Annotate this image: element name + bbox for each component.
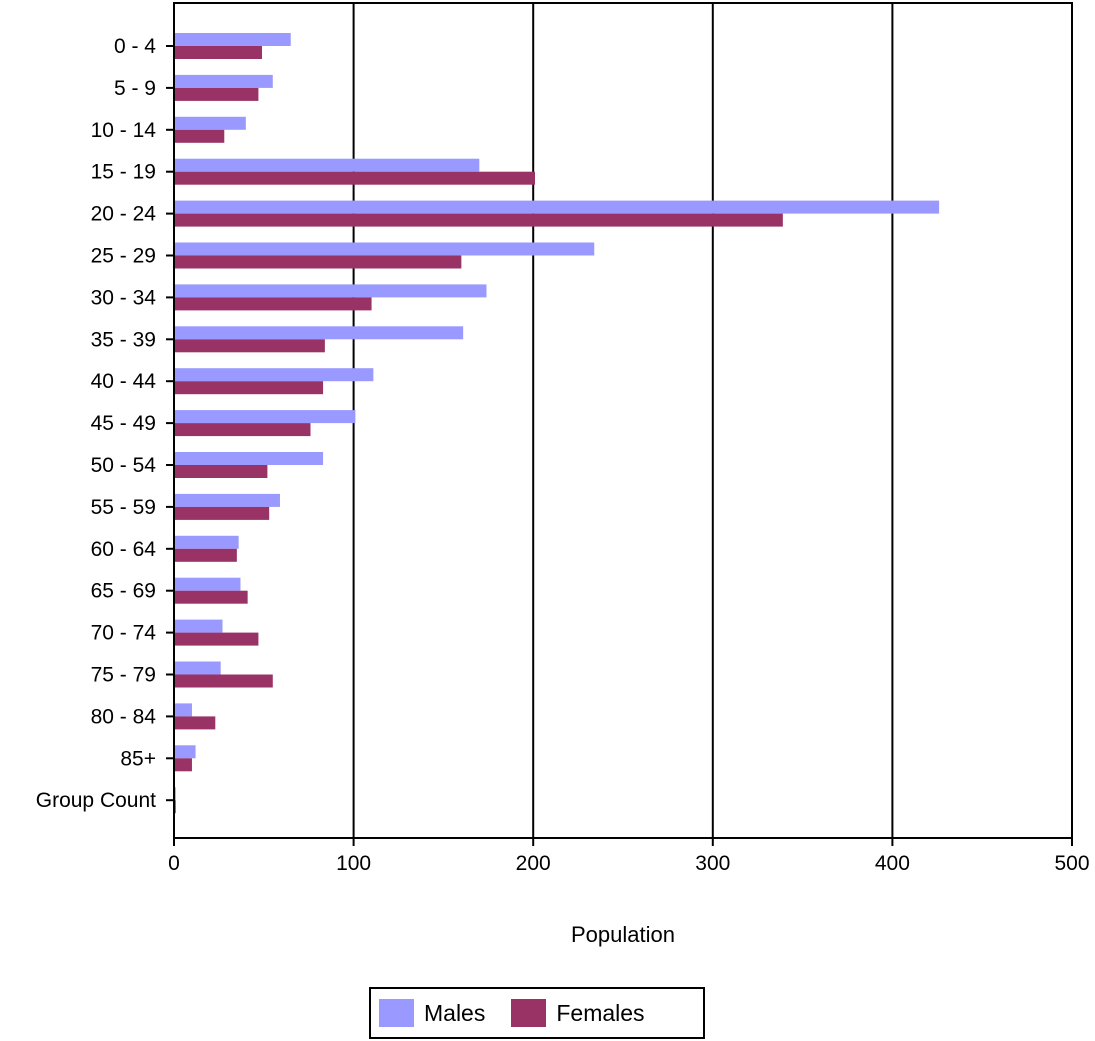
bar-females-0-4 bbox=[174, 46, 263, 59]
bar-males-85+ bbox=[174, 745, 196, 759]
bar-males-80-84 bbox=[174, 703, 192, 717]
x-tick-label: 100 bbox=[336, 852, 371, 875]
category-label: 45 - 49 bbox=[91, 412, 156, 435]
x-tick-label: 0 bbox=[168, 852, 180, 875]
category-label: 20 - 24 bbox=[91, 203, 157, 226]
category-label: 25 - 29 bbox=[91, 245, 156, 268]
bar-females-65-69 bbox=[174, 590, 248, 604]
legend-swatch-males bbox=[379, 999, 414, 1027]
bar-females-30-34 bbox=[174, 297, 372, 311]
bar-males-60-64 bbox=[174, 535, 239, 549]
bar-females-55-59 bbox=[174, 506, 270, 520]
bar-males-40-44 bbox=[174, 368, 374, 382]
category-label: 75 - 79 bbox=[91, 664, 156, 687]
bar-males-20-24 bbox=[174, 200, 940, 214]
bar-females-25-29 bbox=[174, 255, 462, 269]
bar-males-45-49 bbox=[174, 410, 356, 424]
bar-females-20-24 bbox=[174, 213, 783, 227]
population-bar-chart: 0 - 4 5 - 9 10 - 14 15 - 19 20 - 24 25 - 29 30… bbox=[36, 2, 1090, 947]
bar-males-75-79 bbox=[174, 661, 221, 675]
category-label: 80 - 84 bbox=[91, 705, 157, 728]
bar-females-50-54 bbox=[174, 465, 268, 478]
category-label: 65 - 69 bbox=[91, 580, 156, 603]
x-axis: 0 100 200 300 400 500 bbox=[168, 838, 1090, 875]
bar-females-40-44 bbox=[174, 381, 324, 395]
legend-item-females: Females bbox=[511, 999, 645, 1027]
x-tick-label: 400 bbox=[875, 852, 910, 875]
category-label: Group Count bbox=[36, 789, 156, 812]
legend: Males Females bbox=[369, 987, 705, 1039]
bar-females-70-74 bbox=[174, 632, 259, 646]
category-label: 30 - 34 bbox=[91, 286, 157, 309]
bar-females-5-9 bbox=[174, 87, 259, 101]
category-label: 60 - 64 bbox=[91, 538, 157, 561]
x-axis-title: Population bbox=[571, 922, 675, 947]
bar-males-35-39 bbox=[174, 326, 464, 340]
category-label: 55 - 59 bbox=[91, 496, 156, 519]
bar-females-60-64 bbox=[174, 548, 237, 562]
bar-females-35-39 bbox=[174, 339, 325, 353]
bar-males-70-74 bbox=[174, 619, 223, 633]
bar-males-5-9 bbox=[174, 74, 273, 88]
bar-females-15-19 bbox=[174, 171, 535, 185]
bar-males-50-54 bbox=[174, 452, 324, 465]
x-tick-label: 500 bbox=[1054, 852, 1089, 875]
plot-frame bbox=[173, 2, 1073, 839]
category-label: 70 - 74 bbox=[91, 622, 157, 645]
bar-males-65-69 bbox=[174, 577, 241, 591]
bar-males-30-34 bbox=[174, 284, 487, 298]
legend-label-males: Males bbox=[424, 999, 486, 1026]
category-label: 40 - 44 bbox=[91, 370, 157, 393]
category-label: 5 - 9 bbox=[114, 77, 156, 100]
category-label: 85+ bbox=[120, 747, 156, 770]
bar-females-80-84 bbox=[174, 716, 216, 730]
x-tick-label: 300 bbox=[695, 852, 730, 875]
bar-females-85+ bbox=[174, 758, 192, 772]
bar-males-0-4 bbox=[174, 33, 291, 46]
y-axis: 0 - 4 5 - 9 10 - 14 15 - 19 20 - 24 25 - 29 30… bbox=[36, 35, 174, 812]
bar-males-10-14 bbox=[174, 116, 246, 130]
legend-swatch-females bbox=[511, 999, 547, 1027]
bar-males-25-29 bbox=[174, 242, 595, 256]
bar-males-55-59 bbox=[174, 493, 280, 507]
bar-females-45-49 bbox=[174, 423, 311, 437]
bar-females-75-79 bbox=[174, 674, 273, 688]
category-label: 10 - 14 bbox=[91, 119, 157, 142]
legend-item-males: Males bbox=[379, 999, 485, 1027]
gridlines bbox=[352, 3, 894, 838]
legend-label-females: Females bbox=[556, 999, 645, 1026]
x-tick-label: 200 bbox=[516, 852, 551, 875]
bars bbox=[174, 33, 940, 814]
bar-males-15-19 bbox=[174, 158, 480, 172]
category-label: 50 - 54 bbox=[91, 454, 157, 477]
category-label: 15 - 19 bbox=[91, 161, 156, 184]
bar-females-10-14 bbox=[174, 129, 225, 143]
category-label: 0 - 4 bbox=[114, 35, 156, 58]
category-label: 35 - 39 bbox=[91, 328, 156, 351]
